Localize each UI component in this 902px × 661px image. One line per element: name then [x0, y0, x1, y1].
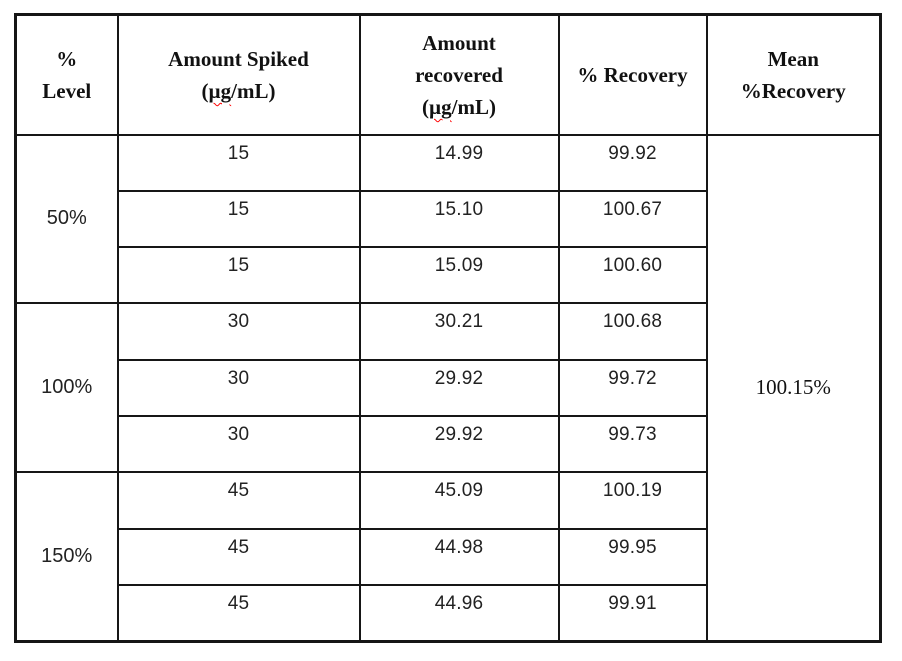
- spiked-cell: 30: [116, 358, 361, 418]
- spellcheck-squiggle-text: µg: [208, 78, 232, 103]
- recovered-cell: 45.09: [358, 471, 560, 530]
- recovered-cell: 14.99: [358, 133, 560, 192]
- spiked-cell: 45: [116, 584, 361, 643]
- recovered-cell: 15.09: [358, 246, 560, 305]
- level-cell-150: 150%: [14, 471, 119, 643]
- header-line: Mean: [767, 46, 819, 71]
- spiked-cell: 45: [116, 527, 361, 587]
- spiked-cell: 30: [116, 302, 361, 361]
- level-cell-50: 50%: [14, 133, 119, 305]
- column-header-amount-spiked: Amount Spiked (µg/mL): [116, 13, 361, 136]
- header-line: recovered: [415, 62, 503, 87]
- column-header-percent-recovery: % Recovery: [557, 13, 708, 136]
- recovered-cell: 30.21: [358, 302, 560, 361]
- level-cell-100: 100%: [14, 302, 119, 474]
- spiked-cell: 45: [116, 471, 361, 530]
- header-line: %: [56, 46, 78, 71]
- recovered-cell: 44.98: [358, 527, 560, 587]
- recovery-cell: 100.67: [557, 189, 708, 249]
- header-line: %Recovery: [740, 78, 846, 103]
- table-row: 30 29.92 99.73: [16, 415, 881, 474]
- header-row: % Level Amount Spiked (µg/mL) Amount rec…: [14, 13, 882, 136]
- recovered-cell: 29.92: [358, 415, 560, 474]
- recovery-cell: 99.95: [557, 527, 708, 587]
- table-row: 45 44.98 99.95: [16, 527, 881, 587]
- spiked-cell: 30: [116, 415, 361, 474]
- recovery-cell: 99.72: [557, 358, 708, 418]
- table-row: 15 15.09 100.60: [16, 246, 881, 305]
- spiked-cell: 15: [116, 189, 361, 249]
- table-row: 100% 30 30.21 100.68: [14, 302, 881, 474]
- spiked-cell: 15: [116, 246, 361, 305]
- recovery-table: % Level Amount Spiked (µg/mL) Amount rec…: [14, 13, 882, 643]
- header-line: % Recovery: [577, 62, 688, 87]
- spiked-cell: 15: [116, 133, 361, 192]
- header-line: Amount Spiked: [168, 46, 309, 71]
- table-row: 50% 15 14.99 99.92 100.15%: [14, 133, 882, 643]
- table-row: 150% 45 45.09 100.19: [14, 471, 881, 643]
- table-row: 30 29.92 99.72: [16, 358, 881, 418]
- recovered-cell: 44.96: [358, 584, 560, 643]
- recovered-cell: 15.10: [358, 189, 560, 249]
- recovery-cell: 99.92: [557, 133, 708, 192]
- table-row: 45 44.96 99.91: [16, 584, 881, 643]
- recovered-cell: 29.92: [358, 358, 560, 418]
- column-header-mean-recovery: Mean %Recovery: [705, 13, 882, 136]
- header-unit: (µg/mL): [201, 78, 276, 103]
- mean-recovery-cell: 100.15%: [705, 133, 882, 643]
- header-unit: (µg/mL): [422, 94, 496, 119]
- recovery-cell: 100.68: [557, 302, 708, 361]
- spellcheck-squiggle-text: µg: [429, 94, 452, 119]
- column-header-amount-recovered: Amount recovered (µg/mL): [358, 13, 560, 136]
- recovery-cell: 99.73: [557, 415, 708, 474]
- column-header-percent-level: % Level: [14, 13, 119, 136]
- header-line: Amount: [422, 30, 496, 55]
- table-row: 15 15.10 100.67: [16, 189, 881, 249]
- recovery-cell: 100.19: [557, 471, 708, 530]
- header-line: Level: [42, 78, 92, 103]
- recovery-cell: 100.60: [557, 246, 708, 305]
- recovery-cell: 99.91: [557, 584, 708, 643]
